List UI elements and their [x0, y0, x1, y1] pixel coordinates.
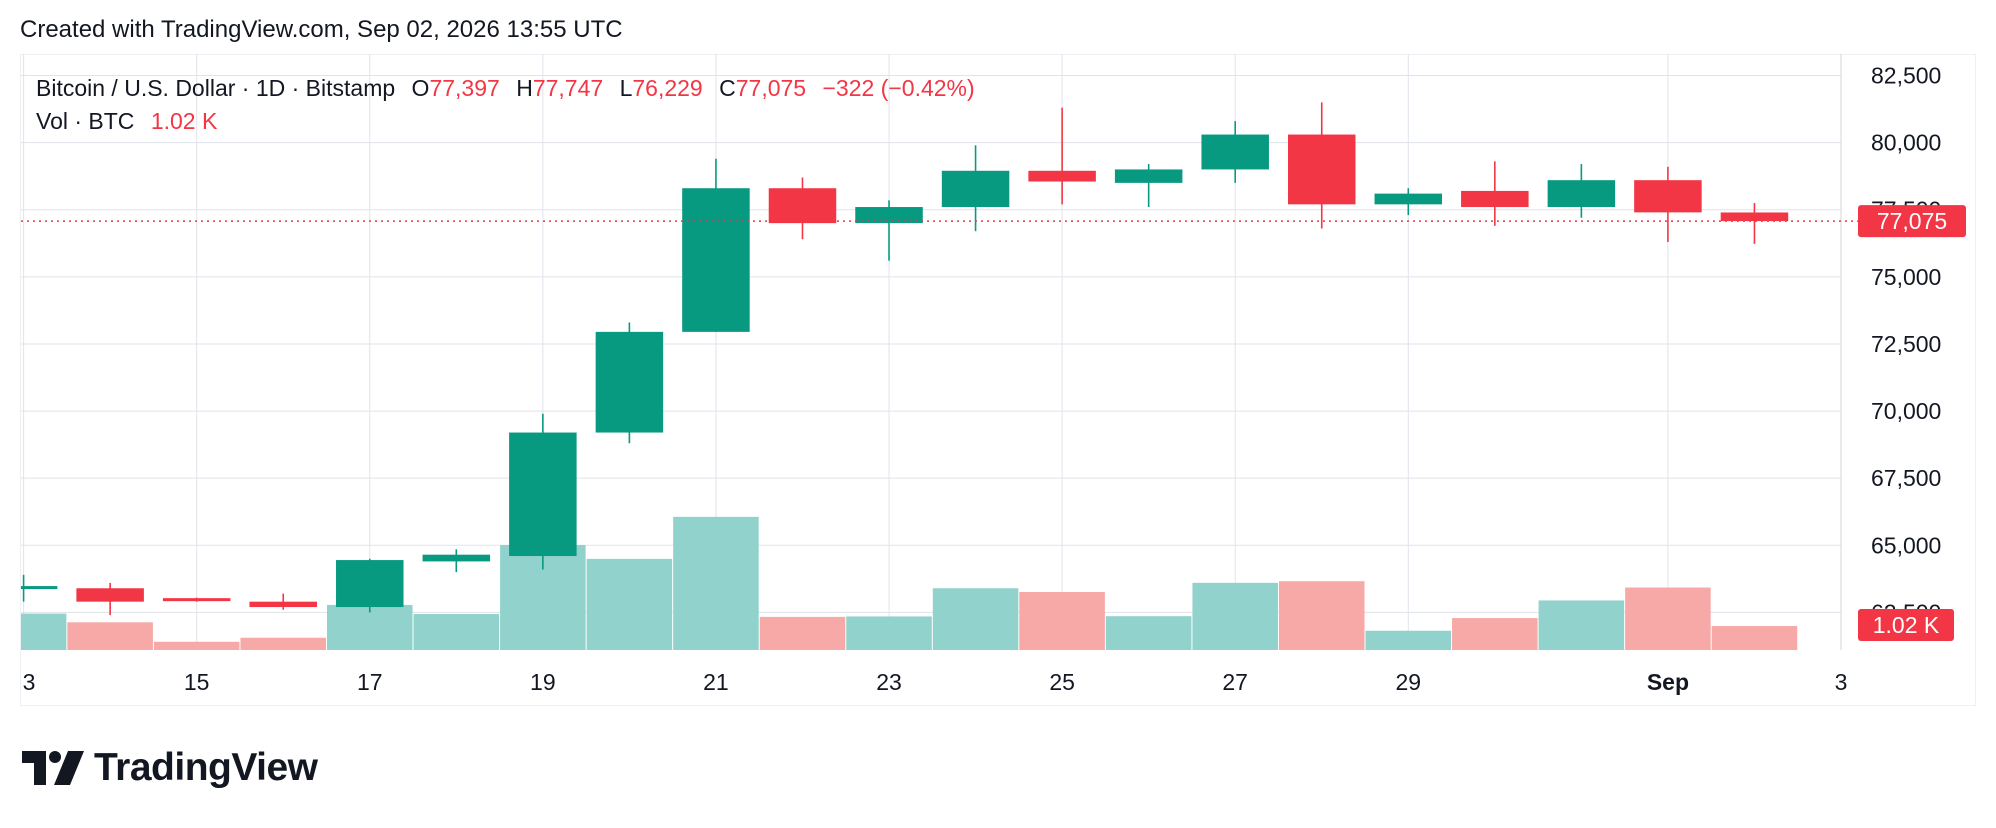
- candle-body: [1287, 134, 1356, 205]
- tradingview-logo-text: TradingView: [94, 746, 318, 789]
- ohlc-legend-row: Bitcoin / U.S. Dollar · 1D · Bitstamp O7…: [36, 72, 975, 105]
- candle-body: [76, 588, 144, 602]
- high-value: 77,747: [532, 75, 604, 101]
- x-tick-label: 27: [1222, 669, 1248, 695]
- y-tick-label: 72,500: [1871, 331, 1941, 357]
- candle-body: [1634, 180, 1702, 213]
- x-tick-label: 3: [23, 669, 36, 695]
- volume-bar: [759, 616, 846, 650]
- candle-body: [422, 554, 491, 562]
- candle-body: [1114, 169, 1183, 183]
- x-tick-label: Sep: [1647, 669, 1689, 695]
- y-tick-label: 67,500: [1871, 465, 1941, 491]
- volume-bar: [1105, 616, 1192, 650]
- candle-body: [1028, 170, 1096, 182]
- y-tick-label: 75,000: [1871, 264, 1941, 290]
- last-price-badge-label: 77,075: [1877, 208, 1947, 234]
- volume-bar: [846, 616, 932, 650]
- volume-bar: [1452, 618, 1538, 650]
- x-tick-label: 15: [184, 669, 210, 695]
- candle-body: [162, 598, 231, 602]
- close-value: 77,075: [735, 75, 807, 101]
- candle-body: [1461, 190, 1529, 208]
- volume-bar: [1278, 581, 1365, 650]
- open-value: 77,397: [429, 75, 500, 101]
- x-tick-label: 3: [1835, 669, 1848, 695]
- volume-bar: [413, 614, 500, 650]
- volume-badge-label: 1.02 K: [1873, 612, 1940, 638]
- candle-body: [21, 586, 58, 590]
- tradingview-logo[interactable]: TradingView: [22, 744, 318, 792]
- candle-body: [855, 207, 923, 224]
- candle-body: [1720, 212, 1789, 222]
- volume-bar: [673, 516, 759, 650]
- x-tick-label: 29: [1395, 669, 1421, 695]
- change-value: −322 (−0.42%): [822, 75, 975, 101]
- volume-bar: [932, 588, 1019, 650]
- volume-bar: [153, 641, 240, 650]
- volume-label: Vol · BTC: [36, 108, 135, 134]
- x-tick-label: 23: [876, 669, 902, 695]
- volume-bar: [1625, 587, 1711, 650]
- volume-bar: [1711, 626, 1798, 650]
- x-tick-label: 21: [703, 669, 729, 695]
- candle-body: [595, 331, 664, 433]
- candle-body: [509, 432, 577, 557]
- symbol-label: Bitcoin / U.S. Dollar · 1D · Bitstamp: [36, 75, 396, 101]
- candle-body: [1547, 180, 1616, 208]
- close-label: C: [719, 75, 736, 101]
- volume-value: 1.02 K: [150, 108, 218, 134]
- volume-bar: [326, 604, 413, 650]
- last-price-badge: [1858, 205, 1966, 238]
- volume-bar: [21, 613, 67, 650]
- x-tick-label: 17: [357, 669, 383, 695]
- y-tick-label: 70,000: [1871, 398, 1941, 424]
- tradingview-logo-icon: [22, 751, 84, 785]
- volume-bar: [586, 558, 673, 650]
- x-tick-label: 25: [1049, 669, 1075, 695]
- volume-bar: [1365, 630, 1452, 650]
- candle-body: [768, 188, 837, 224]
- y-tick-label: 82,500: [1871, 62, 1941, 88]
- volume-bar: [1192, 582, 1278, 650]
- candle-body: [1374, 193, 1443, 205]
- candle-body: [336, 560, 404, 608]
- candle-body: [941, 170, 1010, 208]
- volume-bar: [240, 637, 326, 650]
- x-tick-label: 19: [530, 669, 556, 695]
- chart-legend: Bitcoin / U.S. Dollar · 1D · Bitstamp O7…: [36, 72, 975, 138]
- chart-frame: [20, 54, 1976, 706]
- low-value: 76,229: [632, 75, 703, 101]
- candle-body: [1201, 134, 1269, 170]
- open-label: O: [411, 75, 430, 101]
- volume-legend-row: Vol · BTC 1.02 K: [36, 105, 975, 138]
- low-label: L: [619, 75, 633, 101]
- candle-body: [249, 601, 317, 608]
- created-with-caption: Created with TradingView.com, Sep 02, 20…: [20, 16, 623, 43]
- volume-bar: [1019, 591, 1105, 650]
- candle-body: [682, 188, 750, 332]
- y-tick-label: 80,000: [1871, 130, 1941, 156]
- volume-bar: [1538, 600, 1625, 650]
- volume-badge: [1858, 609, 1954, 641]
- volume-bar: [67, 622, 153, 650]
- y-tick-label: 65,000: [1871, 532, 1941, 558]
- high-label: H: [516, 75, 533, 101]
